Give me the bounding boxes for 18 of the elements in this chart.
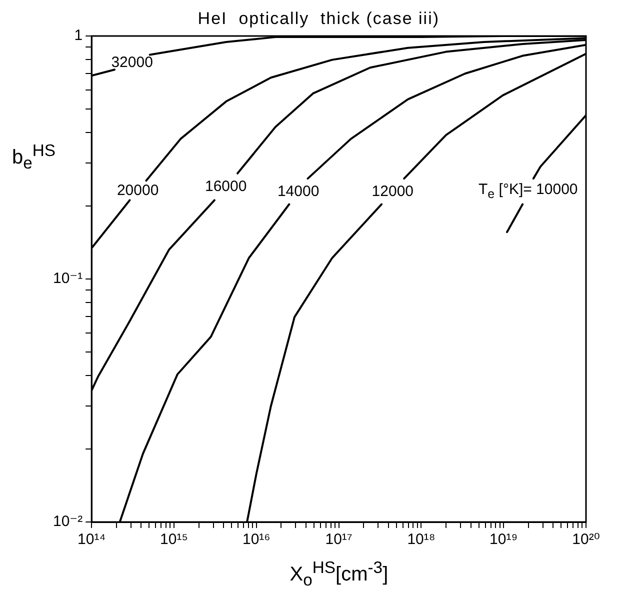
y-tick-label: 1 [74,27,83,44]
chart-title: HeI optically thick (case iii) [198,9,440,28]
series-label: T$_{e}$ [°K]= 10000 [478,180,578,201]
x-tick-label: 10¹⁶ [242,531,270,548]
x-tick-label: 10²⁰ [572,531,600,548]
series-label: 14000 [277,182,320,200]
y-tick-label: 10⁻² [52,513,83,530]
y-tick-label: 10⁻¹ [52,270,83,288]
x-tick-label: 10¹⁹ [490,531,518,548]
series-label: 12000 [372,182,414,200]
x-tick-label: 10¹⁵ [160,531,188,548]
x-tick-label: 10¹⁴ [78,531,106,548]
x-axis-title: X$_{o}$$^{HS}$[cm$^{-3}$] [290,558,388,590]
x-tick-label: 10¹⁸ [407,531,436,548]
x-tick-label: 10¹⁷ [325,531,352,548]
series-label: 32000 [111,54,153,71]
series-label: 20000 [116,182,159,199]
series-label: 16000 [205,178,247,196]
